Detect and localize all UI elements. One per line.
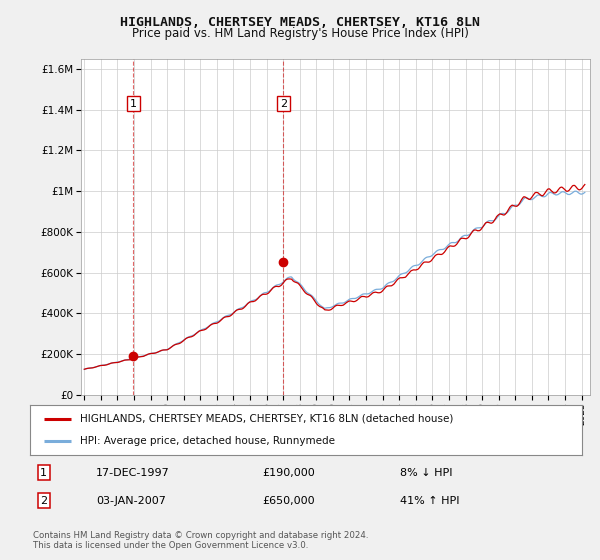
Text: 8% ↓ HPI: 8% ↓ HPI xyxy=(400,468,452,478)
Text: 2: 2 xyxy=(40,496,47,506)
Text: £190,000: £190,000 xyxy=(262,468,314,478)
Text: £650,000: £650,000 xyxy=(262,496,314,506)
Text: Contains HM Land Registry data © Crown copyright and database right 2024.
This d: Contains HM Land Registry data © Crown c… xyxy=(33,531,368,550)
Text: 17-DEC-1997: 17-DEC-1997 xyxy=(96,468,170,478)
Text: 03-JAN-2007: 03-JAN-2007 xyxy=(96,496,166,506)
Text: 1: 1 xyxy=(130,99,137,109)
Text: 1: 1 xyxy=(40,468,47,478)
Text: HPI: Average price, detached house, Runnymede: HPI: Average price, detached house, Runn… xyxy=(80,436,335,446)
Text: 41% ↑ HPI: 41% ↑ HPI xyxy=(400,496,460,506)
Text: 2: 2 xyxy=(280,99,287,109)
Text: HIGHLANDS, CHERTSEY MEADS, CHERTSEY, KT16 8LN: HIGHLANDS, CHERTSEY MEADS, CHERTSEY, KT1… xyxy=(120,16,480,29)
Text: HIGHLANDS, CHERTSEY MEADS, CHERTSEY, KT16 8LN (detached house): HIGHLANDS, CHERTSEY MEADS, CHERTSEY, KT1… xyxy=(80,414,453,424)
Text: Price paid vs. HM Land Registry's House Price Index (HPI): Price paid vs. HM Land Registry's House … xyxy=(131,27,469,40)
